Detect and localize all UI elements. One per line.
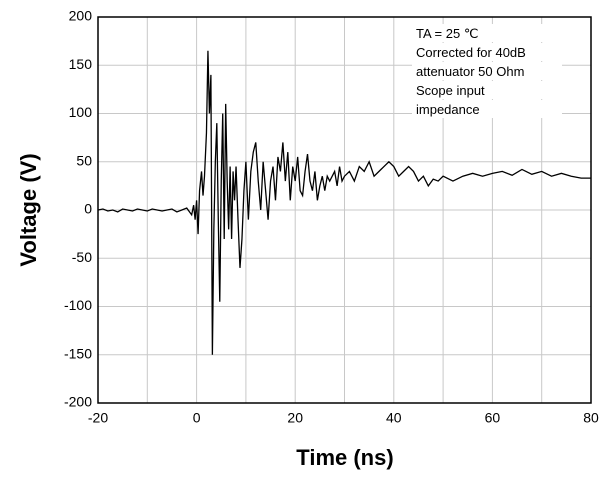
annotation-bg [412,81,562,99]
annotation-bg [412,62,562,80]
y-tick-label: 150 [69,56,93,72]
annotation-text: attenuator 50 Ohm [416,64,524,79]
data-line [97,50,591,355]
y-tick-label: 100 [69,104,93,120]
x-tick-label: 0 [193,410,201,426]
y-tick-label: -50 [72,249,92,265]
y-tick-label: -100 [64,297,92,313]
y-tick-label: 0 [84,201,92,217]
annotation-text: impedance [416,102,480,117]
x-tick-label: 60 [485,410,501,426]
annotation-text: Corrected for 40dB [416,45,526,60]
x-axis-label: Time (ns) [296,445,393,470]
x-tick-label: 20 [287,410,303,426]
y-tick-label: 50 [76,152,92,168]
x-tick-label: -20 [88,410,108,426]
annotation-bg [412,24,562,42]
annotation-bg [412,100,562,118]
y-axis-label: Voltage (V) [16,153,41,266]
annotation-text: TA = 25 ℃ [416,26,478,41]
x-tick-label: 80 [583,410,599,426]
y-tick-label: -200 [64,394,92,410]
y-tick-label: -150 [64,345,92,361]
annotation-bg [412,43,562,61]
annotation-text: Scope input [416,83,485,98]
y-tick-label: 200 [69,8,93,24]
x-tick-label: 40 [386,410,402,426]
